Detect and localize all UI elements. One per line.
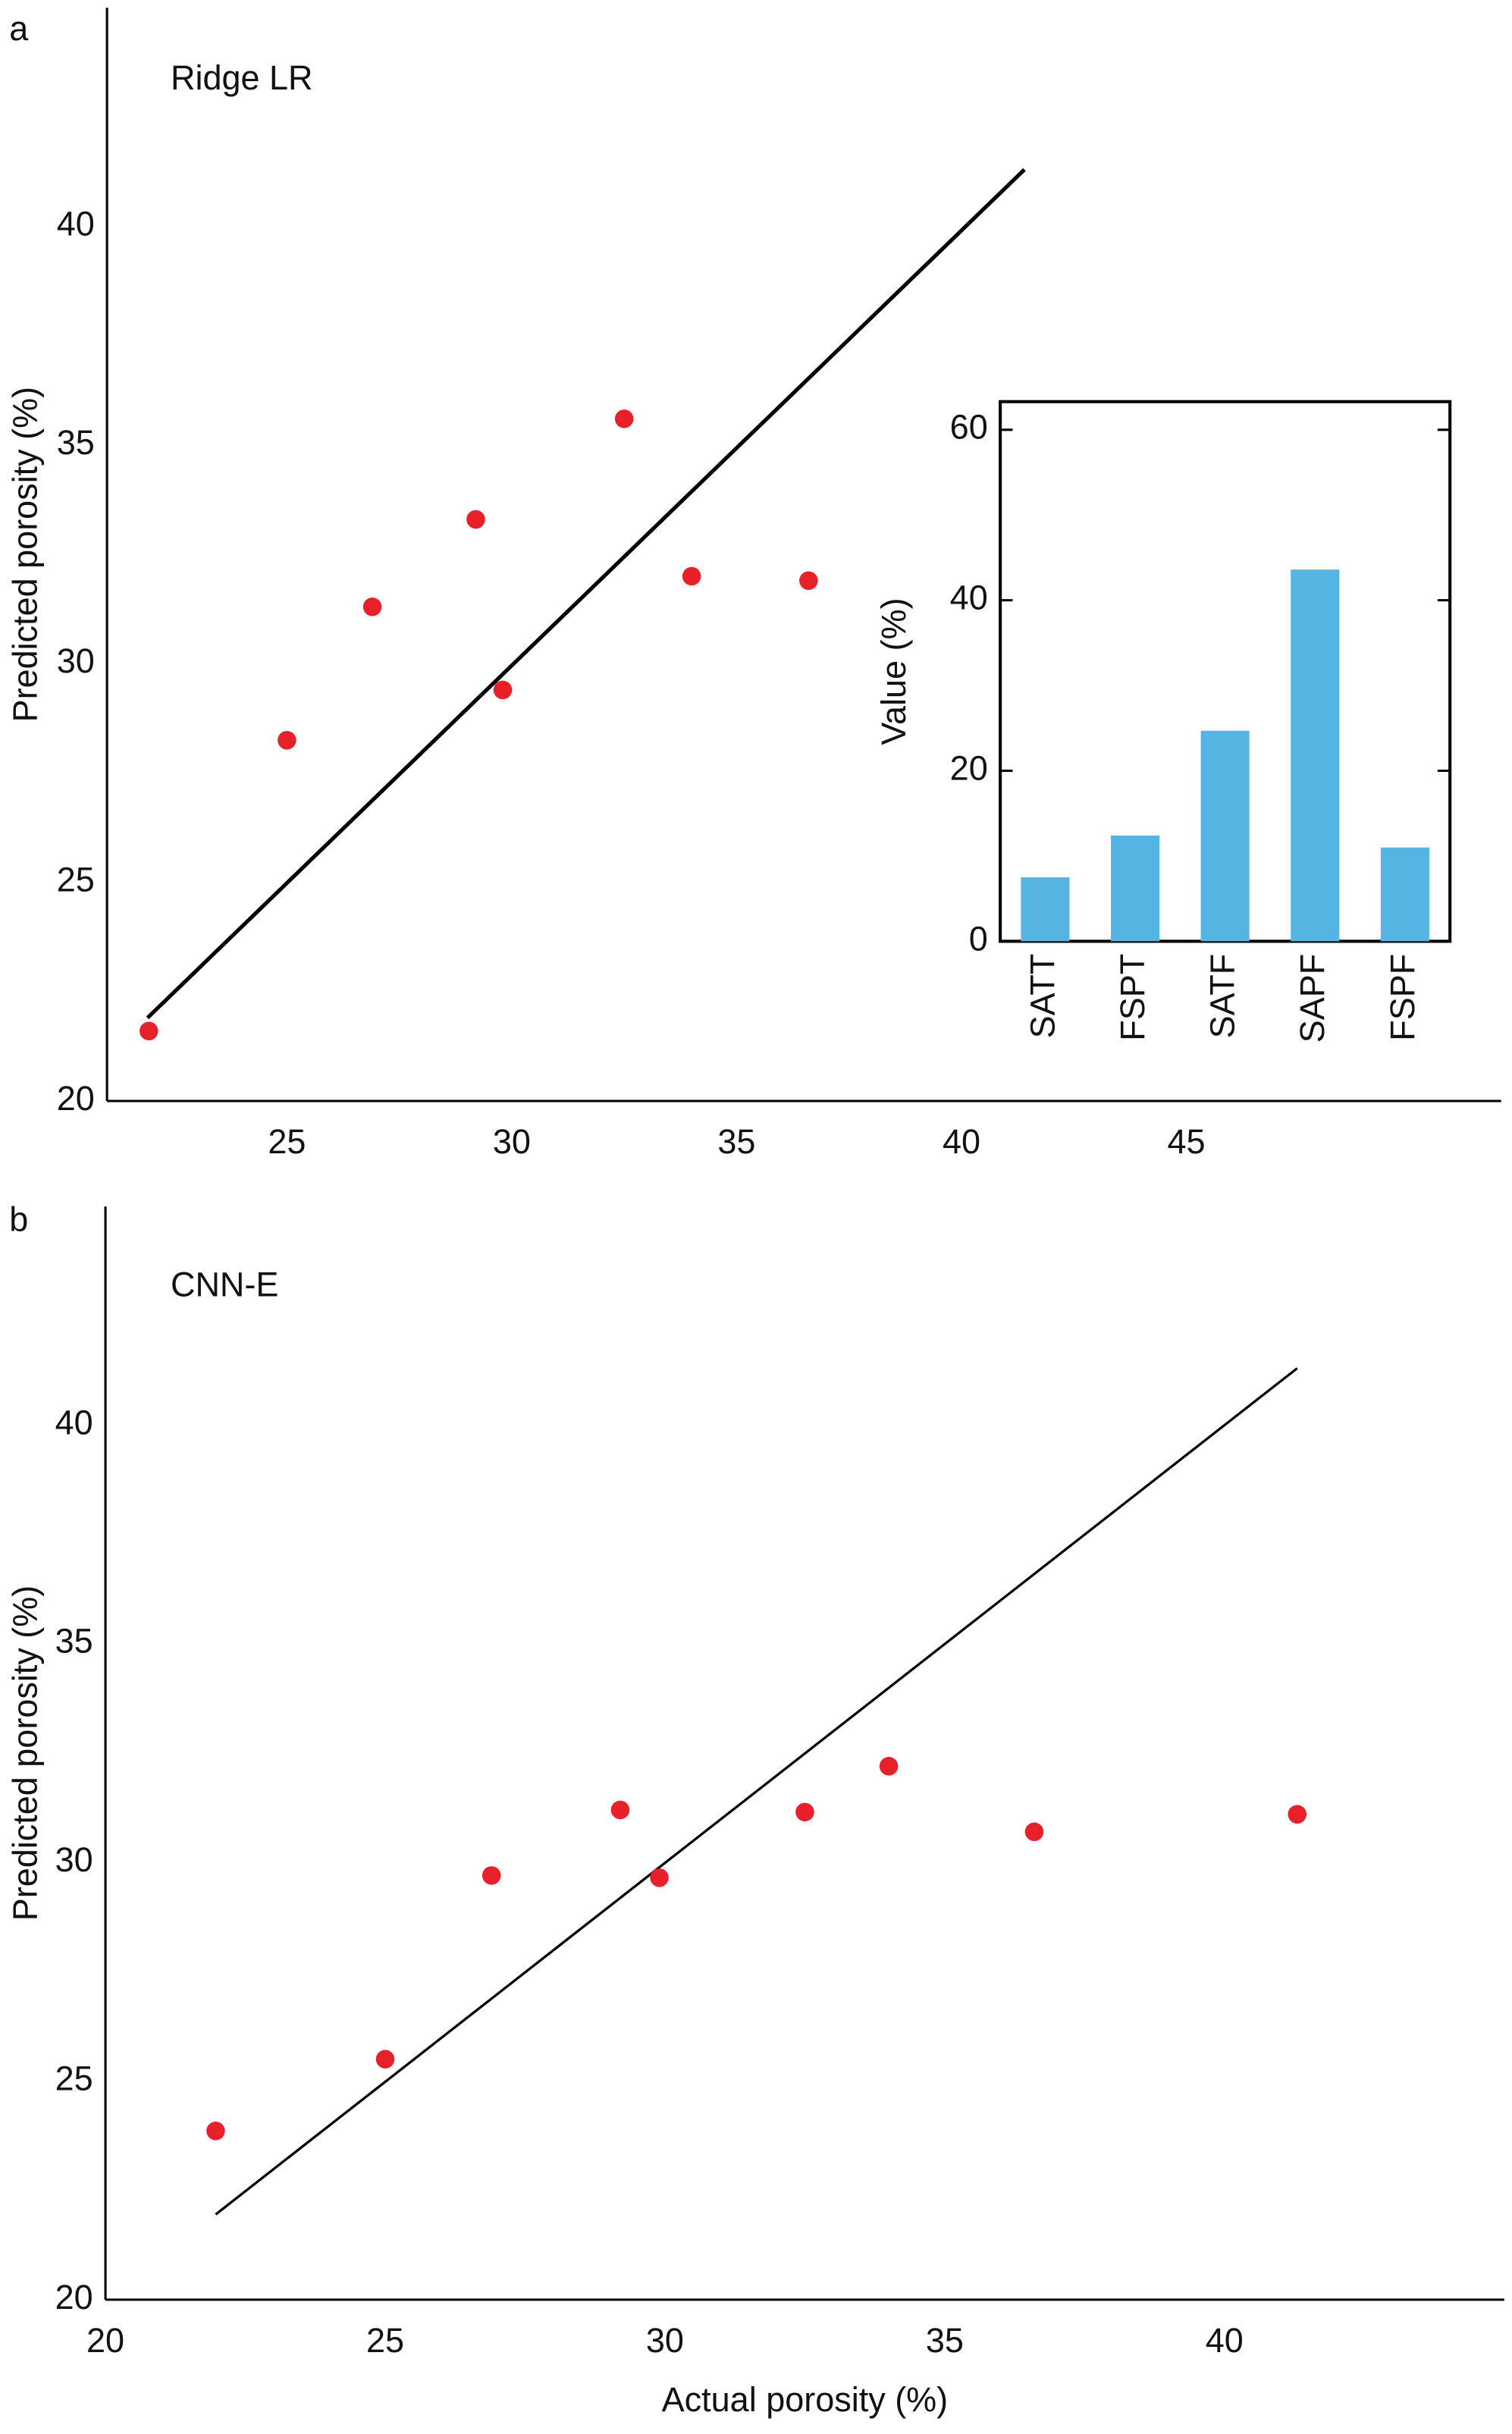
panel-label: b bbox=[9, 1200, 28, 1238]
data-point bbox=[614, 409, 634, 428]
x-tick-label: FSPT bbox=[1113, 954, 1152, 1041]
data-point bbox=[610, 1800, 630, 1820]
data-point bbox=[1024, 1822, 1044, 1842]
x-tick-label: 20 bbox=[86, 2321, 124, 2360]
x-tick-label: FSPF bbox=[1383, 954, 1422, 1041]
y-tick-label: 60 bbox=[950, 408, 988, 447]
bar bbox=[1111, 835, 1160, 942]
panel-title: Ridge LR bbox=[171, 58, 313, 97]
x-tick-label: 40 bbox=[943, 1122, 980, 1161]
bar bbox=[1380, 847, 1429, 942]
bar bbox=[1200, 730, 1250, 942]
data-point bbox=[493, 680, 513, 700]
bar bbox=[1021, 877, 1070, 942]
panel-label: a bbox=[9, 9, 29, 48]
data-point bbox=[482, 1866, 501, 1885]
x-tick-label: 25 bbox=[268, 1122, 306, 1161]
bar bbox=[1291, 569, 1340, 942]
y-tick-label: 30 bbox=[57, 641, 95, 680]
y-tick-label: 30 bbox=[55, 1840, 93, 1879]
data-point bbox=[278, 730, 296, 750]
data-point bbox=[682, 566, 701, 586]
y-tick-label: 35 bbox=[57, 423, 95, 462]
data-point bbox=[799, 571, 818, 590]
data-point bbox=[466, 510, 485, 529]
data-point bbox=[795, 1802, 814, 1822]
y-tick-label: 40 bbox=[950, 579, 988, 617]
x-tick-label: SATF bbox=[1203, 954, 1242, 1039]
data-point bbox=[375, 2050, 395, 2069]
x-tick-label: 30 bbox=[646, 2321, 684, 2360]
x-tick-label: 40 bbox=[1206, 2321, 1244, 2360]
y-tick-label: 25 bbox=[55, 2059, 93, 2097]
data-point bbox=[140, 1021, 158, 1041]
x-tick-label: 25 bbox=[366, 2321, 404, 2360]
y-tick-label: 35 bbox=[55, 1622, 93, 1661]
y-axis-label: Value (%) bbox=[874, 598, 913, 745]
y-tick-label: 20 bbox=[950, 748, 988, 787]
x-tick-label: 45 bbox=[1167, 1122, 1205, 1161]
y-tick-label: 0 bbox=[969, 919, 988, 958]
y-tick-label: 20 bbox=[55, 2278, 93, 2316]
data-point bbox=[879, 1757, 899, 1776]
y-tick-label: 25 bbox=[57, 861, 95, 899]
y-tick-label: 20 bbox=[57, 1079, 95, 1118]
x-tick-label: SATT bbox=[1023, 954, 1062, 1039]
x-tick-label: SAPF bbox=[1293, 954, 1332, 1043]
data-point bbox=[650, 1868, 669, 1887]
fit-line bbox=[215, 1367, 1298, 2216]
y-axis-label: Predicted porosity (%) bbox=[6, 1586, 45, 1921]
y-tick-label: 40 bbox=[57, 204, 95, 243]
x-tick-label: 35 bbox=[717, 1122, 755, 1161]
x-axis-label: Actual porosity (%) bbox=[662, 2380, 948, 2419]
fit-line bbox=[146, 168, 1026, 1020]
data-point bbox=[362, 598, 382, 616]
x-tick-label: 35 bbox=[926, 2321, 964, 2360]
data-point bbox=[1288, 1805, 1307, 1824]
x-tick-label: 30 bbox=[493, 1122, 531, 1161]
panel-title: CNN-E bbox=[171, 1265, 278, 1303]
y-axis-label: Predicted porosity (%) bbox=[6, 387, 45, 723]
y-tick-label: 40 bbox=[55, 1403, 93, 1441]
data-point bbox=[206, 2122, 225, 2141]
